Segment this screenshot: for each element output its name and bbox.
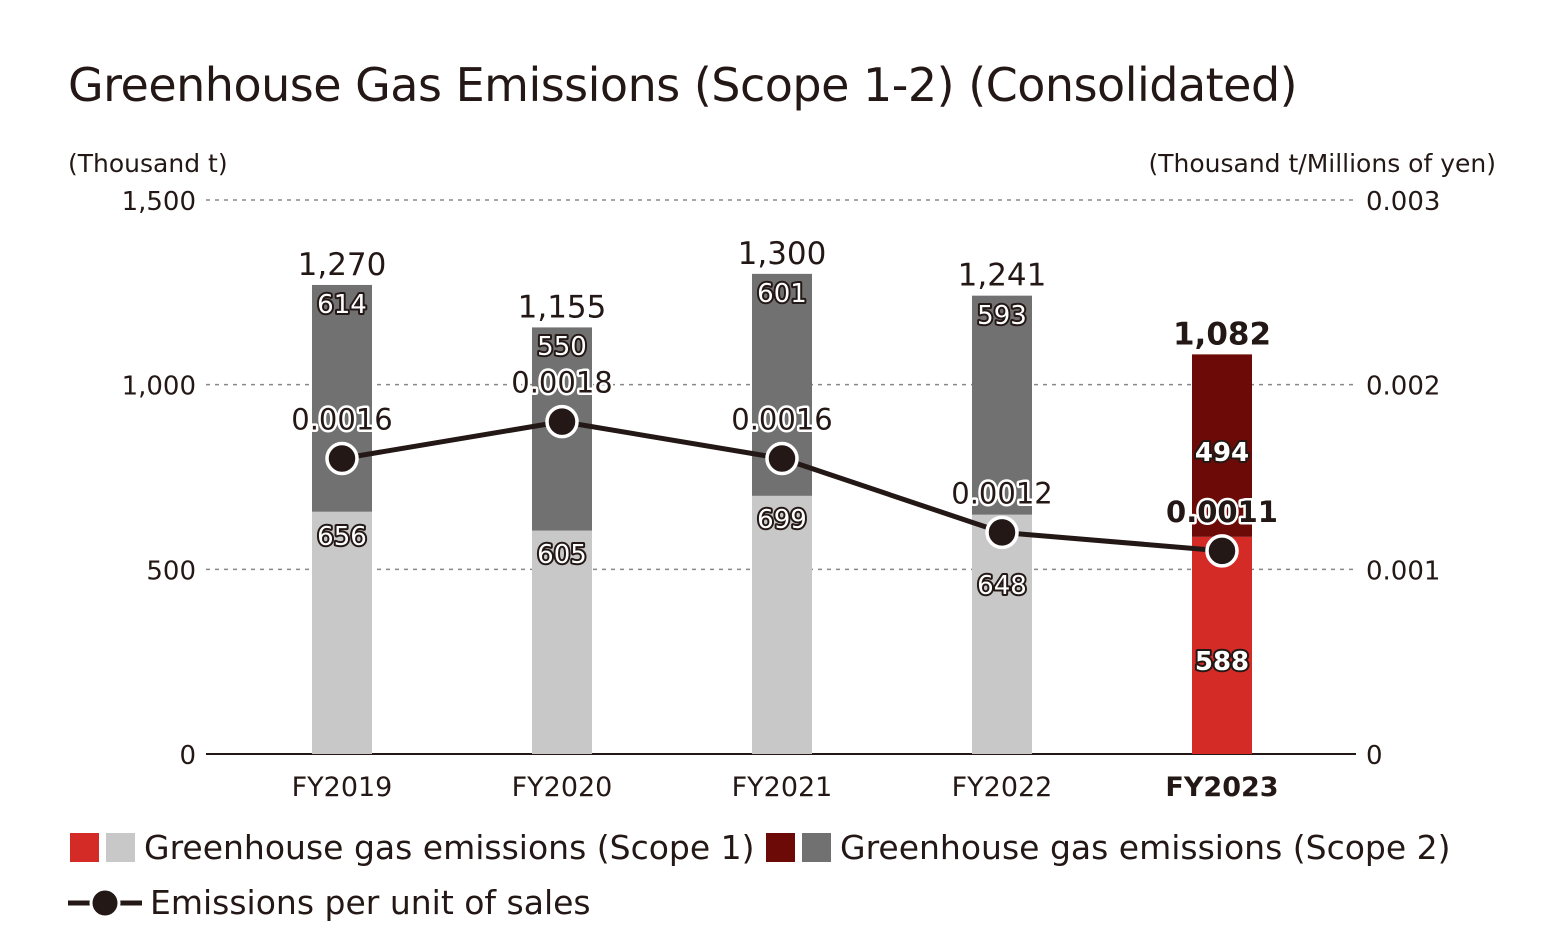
- x-tick-label-FY2020: FY2020: [512, 772, 613, 803]
- legend-scope1-swatch: [106, 833, 135, 862]
- data-label-scope1-FY2021-outline: 699: [757, 505, 807, 535]
- line-point-FY2020: [545, 404, 579, 439]
- data-label-scope2-FY2023-outline: 494: [1195, 438, 1249, 468]
- data-label-scope1-FY2019: 656: [317, 522, 367, 552]
- legend-intensity: Emissions per unit of sales: [66, 883, 591, 922]
- data-label-scope1-FY2023: 588: [1195, 647, 1249, 677]
- y-left-tick-label: 500: [146, 556, 196, 586]
- legend-scope2-label: Greenhouse gas emissions (Scope 2): [840, 828, 1451, 867]
- line-label-FY2020: 0.0018: [511, 366, 612, 400]
- line-point-FY2022: [985, 515, 1019, 550]
- x-tick-label-FY2022: FY2022: [952, 772, 1053, 803]
- data-label-scope1-FY2020-outline: 605: [537, 540, 587, 570]
- y-left-tick-label: 0: [179, 741, 196, 771]
- data-label-scope1-FY2023-outline: 588: [1195, 647, 1249, 677]
- x-tick-label-FY2023: FY2023: [1165, 772, 1278, 803]
- y-right-axis-unit: (Thousand t/Millions of yen): [1148, 149, 1496, 178]
- legend-scope1-swatch-highlight: [70, 833, 99, 862]
- line-point-FY2021: [765, 441, 799, 476]
- data-label-scope2-FY2022-outline: 593: [977, 301, 1027, 331]
- total-label-FY2019: 1,270: [298, 247, 387, 283]
- data-label-scope1-FY2020: 605: [537, 540, 587, 570]
- y-right-tick-label: 0.002: [1366, 372, 1440, 402]
- line-label-FY2022: 0.0012: [951, 476, 1052, 510]
- line-point-FY2019: [325, 441, 359, 476]
- y-left-axis-unit: (Thousand t): [68, 149, 228, 178]
- legend-scope1: Greenhouse gas emissions (Scope 1): [70, 828, 755, 867]
- data-label-scope1-FY2022-outline: 648: [977, 571, 1027, 601]
- data-label-scope2-FY2023: 494: [1195, 438, 1249, 468]
- legend-scope1-label: Greenhouse gas emissions (Scope 1): [144, 828, 755, 867]
- total-label-FY2020: 1,155: [518, 289, 607, 325]
- data-label-scope2-FY2021-outline: 601: [757, 279, 807, 309]
- total-label-FY2023: 1,082: [1173, 316, 1271, 352]
- y-left-tick-label: 1,000: [122, 372, 196, 402]
- data-label-scope1-FY2019-outline: 656: [317, 522, 367, 552]
- line-label-FY2021: 0.0016: [731, 403, 832, 437]
- total-label-FY2022: 1,241: [958, 258, 1047, 294]
- bar-scope2-FY2022: [972, 295, 1032, 515]
- data-label-scope2-FY2021: 601: [757, 279, 807, 309]
- bar-scope1-FY2021: [752, 495, 812, 754]
- y-right-tick-label: 0.001: [1366, 556, 1440, 586]
- line-point-FY2023: [1205, 534, 1239, 568]
- bar-scope1-FY2022: [972, 514, 1032, 754]
- total-label-FY2021: 1,300: [738, 236, 827, 272]
- bar-scope2-FY2023: [1192, 354, 1252, 537]
- x-tick-label-FY2021: FY2021: [732, 772, 833, 803]
- data-label-scope1-FY2021: 699: [757, 505, 807, 535]
- y-right-tick-label: 0.003: [1366, 187, 1440, 217]
- data-label-scope2-FY2020: 550: [537, 332, 587, 362]
- data-label-scope1-FY2022: 648: [977, 571, 1027, 601]
- legend-scope2-swatch: [802, 833, 831, 862]
- line-label-FY2023: 0.0011: [1166, 495, 1278, 529]
- line-label-FY2019: 0.0016: [291, 403, 392, 437]
- chart-title: Greenhouse Gas Emissions (Scope 1-2) (Co…: [68, 58, 1298, 112]
- legend-intensity-label: Emissions per unit of sales: [150, 883, 591, 922]
- bar-scope1-FY2023: [1192, 536, 1252, 754]
- y-left-tick-label: 1,500: [122, 187, 196, 217]
- data-label-scope2-FY2020-outline: 550: [537, 332, 587, 362]
- data-label-scope2-FY2022: 593: [977, 301, 1027, 331]
- x-tick-label-FY2019: FY2019: [292, 772, 393, 803]
- bar-scope1-FY2019: [312, 511, 372, 754]
- legend-scope2: Greenhouse gas emissions (Scope 2): [766, 828, 1451, 867]
- bar-scope1-FY2020: [532, 530, 592, 754]
- y-right-tick-label: 0: [1366, 741, 1383, 771]
- legend-scope2-swatch-highlight: [766, 833, 795, 862]
- legend-line-marker-icon: [68, 887, 142, 918]
- data-label-scope2-FY2019-outline: 614: [317, 290, 367, 320]
- data-label-scope2-FY2019: 614: [317, 290, 367, 320]
